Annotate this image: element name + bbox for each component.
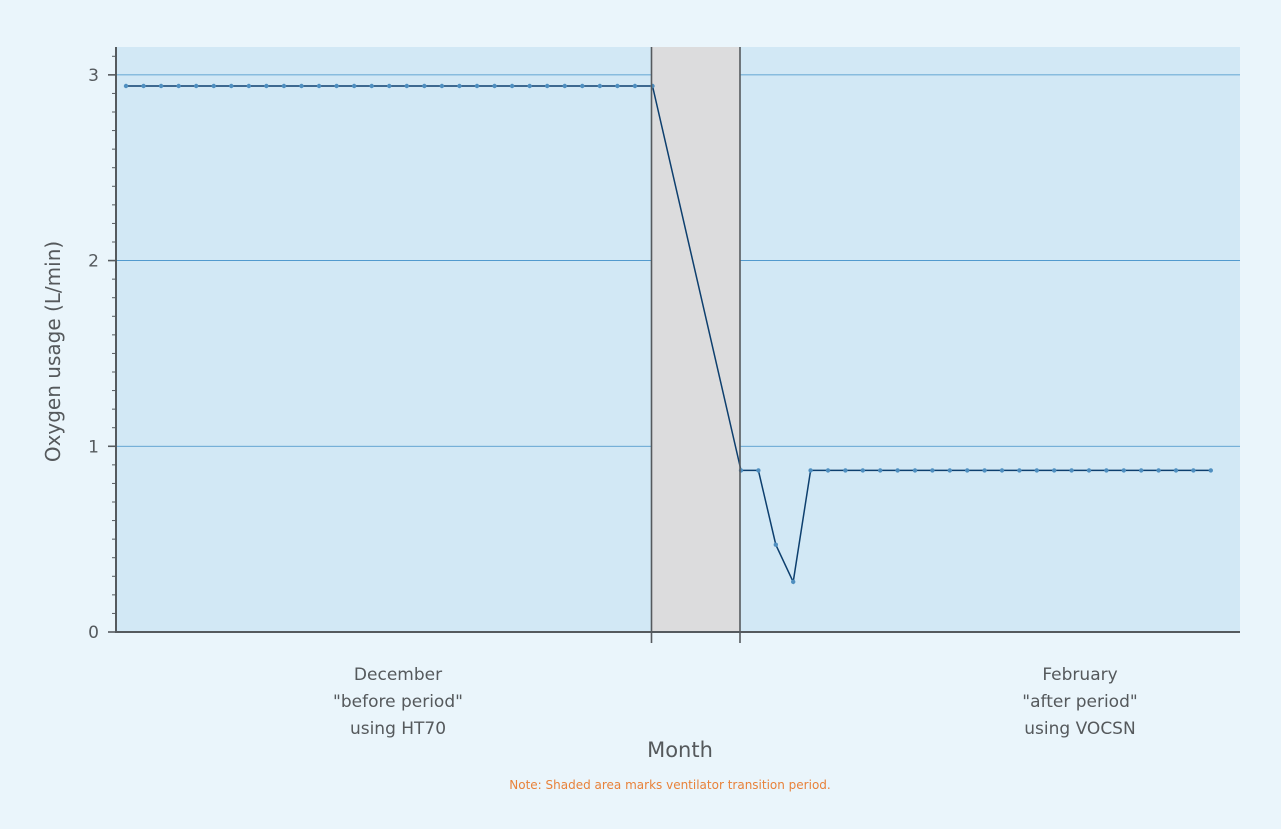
data-point-before-15 [369, 83, 374, 89]
data-point-after-5 [808, 468, 813, 473]
data-point-before-28 [597, 83, 603, 89]
data-point-before-16 [387, 83, 392, 89]
y-tick-label-1: 1 [88, 437, 99, 457]
data-point-after-15 [982, 468, 987, 473]
data-point-before-26 [562, 83, 567, 89]
chart-note: Note: Shaded area marks ventilator trans… [509, 778, 830, 792]
data-point-before-24 [527, 83, 532, 89]
x-category-label-after: February "after period" using VOCSN [1022, 665, 1137, 739]
data-point-after-10 [895, 468, 900, 473]
data-point-before-14 [351, 83, 357, 89]
data-point-before-8 [246, 83, 252, 89]
data-point-before-11 [299, 83, 304, 89]
data-point-after-3 [773, 542, 778, 547]
x-category-label-before-line-3: using HT70 [350, 719, 446, 739]
data-point-before-17 [404, 83, 409, 89]
data-point-after-9 [878, 468, 883, 473]
data-point-before-1 [123, 83, 129, 89]
data-point-after-14 [965, 468, 970, 473]
data-point-after-4 [791, 579, 796, 585]
data-point-before-25 [545, 83, 550, 89]
data-point-after-28 [1208, 468, 1214, 473]
data-point-after-21 [1086, 468, 1092, 473]
data-point-before-21 [474, 83, 480, 89]
x-category-label-after-line-1: February [1042, 665, 1117, 685]
data-point-after-17 [1017, 468, 1022, 473]
x-category-label-before-line-1: December [354, 665, 442, 685]
data-point-after-18 [1034, 468, 1040, 473]
x-category-label-before: December "before period" using HT70 [333, 665, 463, 739]
data-point-before-13 [334, 83, 339, 89]
data-point-after-22 [1104, 468, 1109, 473]
data-point-before-10 [281, 83, 287, 89]
data-point-after-19 [1052, 468, 1057, 473]
data-point-before-2 [141, 83, 146, 89]
data-point-after-11 [912, 468, 918, 473]
data-point-before-27 [580, 83, 585, 89]
data-point-before-5 [194, 83, 199, 89]
data-point-after-6 [825, 468, 831, 473]
data-point-before-30 [632, 83, 638, 89]
y-tick-label-2: 2 [88, 252, 99, 272]
data-point-before-20 [457, 83, 462, 89]
data-point-before-29 [615, 83, 620, 89]
data-point-before-12 [316, 83, 322, 89]
data-point-before-7 [229, 83, 234, 89]
x-category-label-before-line-2: "before period" [333, 692, 463, 712]
data-point-after-23 [1121, 468, 1127, 473]
data-point-after-12 [930, 468, 935, 473]
data-point-before-23 [509, 83, 515, 89]
transition-shaded-area [651, 47, 740, 632]
data-point-before-3 [158, 83, 164, 89]
x-axis-title: Month [647, 738, 713, 762]
data-point-after-13 [947, 468, 952, 473]
data-point-before-4 [176, 83, 181, 89]
y-tick-label-0: 0 [88, 623, 99, 643]
data-point-before-22 [492, 83, 497, 89]
x-category-label-after-line-3: using VOCSN [1024, 719, 1135, 739]
y-axis-title: Oxygen usage (L/min) [41, 241, 65, 462]
data-point-after-24 [1139, 468, 1144, 473]
data-point-before-9 [264, 83, 269, 89]
data-point-after-20 [1069, 468, 1074, 473]
data-point-after-16 [999, 468, 1005, 473]
data-point-after-7 [843, 468, 848, 473]
data-point-after-26 [1173, 468, 1179, 473]
data-point-before-18 [422, 83, 427, 89]
data-point-after-2 [756, 468, 761, 473]
data-point-after-8 [860, 468, 865, 473]
data-point-before-6 [211, 83, 216, 89]
y-tick-label-3: 3 [88, 66, 99, 86]
data-point-after-25 [1156, 468, 1161, 473]
data-point-after-27 [1191, 468, 1196, 473]
data-point-before-19 [439, 83, 445, 89]
x-category-label-after-line-2: "after period" [1022, 692, 1137, 712]
